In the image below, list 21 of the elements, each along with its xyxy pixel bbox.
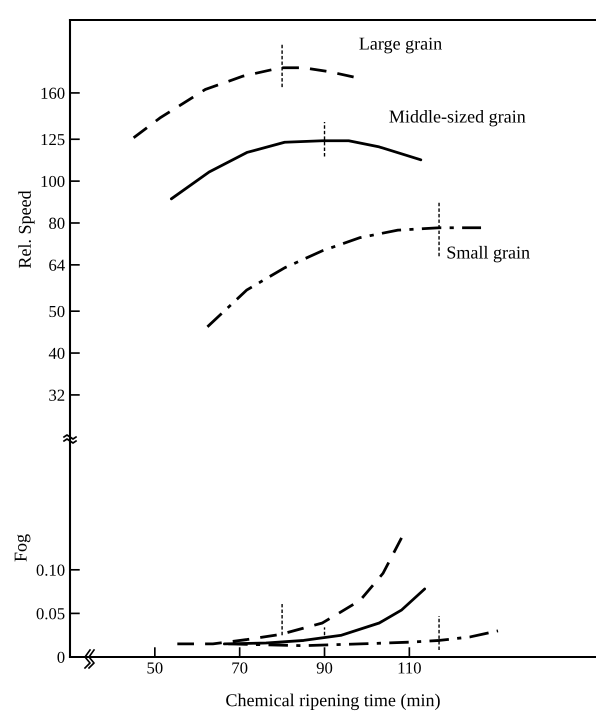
y-axis-title: Rel. Speed <box>18 190 35 268</box>
y-tick-label: 40 <box>48 348 65 359</box>
y-tick-label: 0.10 <box>36 564 65 576</box>
y-tick-label: 0 <box>57 652 65 663</box>
y-tick-label: 160 <box>42 88 65 99</box>
x-tick-label: 90 <box>316 662 332 674</box>
x-axis-title: Chemical ripening time (min) <box>226 694 440 710</box>
series-label: Small grain <box>448 246 530 262</box>
x-tick-label: 50 <box>147 662 163 674</box>
x-tick-label: 110 <box>398 662 421 674</box>
series-label: Large grain <box>359 38 442 54</box>
y-tick-label: 0.05 <box>36 608 64 620</box>
y-tick-label: 125 <box>42 134 64 146</box>
y-tick-label: 64 <box>49 260 65 271</box>
y-tick-label: 50 <box>49 306 65 318</box>
y-tick-label: 80 <box>49 218 65 229</box>
y-tick-label: 100 <box>42 176 65 188</box>
y-tick-label: 32 <box>49 390 64 401</box>
series-label: Middle-sized grain <box>389 110 526 126</box>
y-axis-title: Fog <box>14 534 30 562</box>
x-tick-label: 70 <box>232 662 248 674</box>
